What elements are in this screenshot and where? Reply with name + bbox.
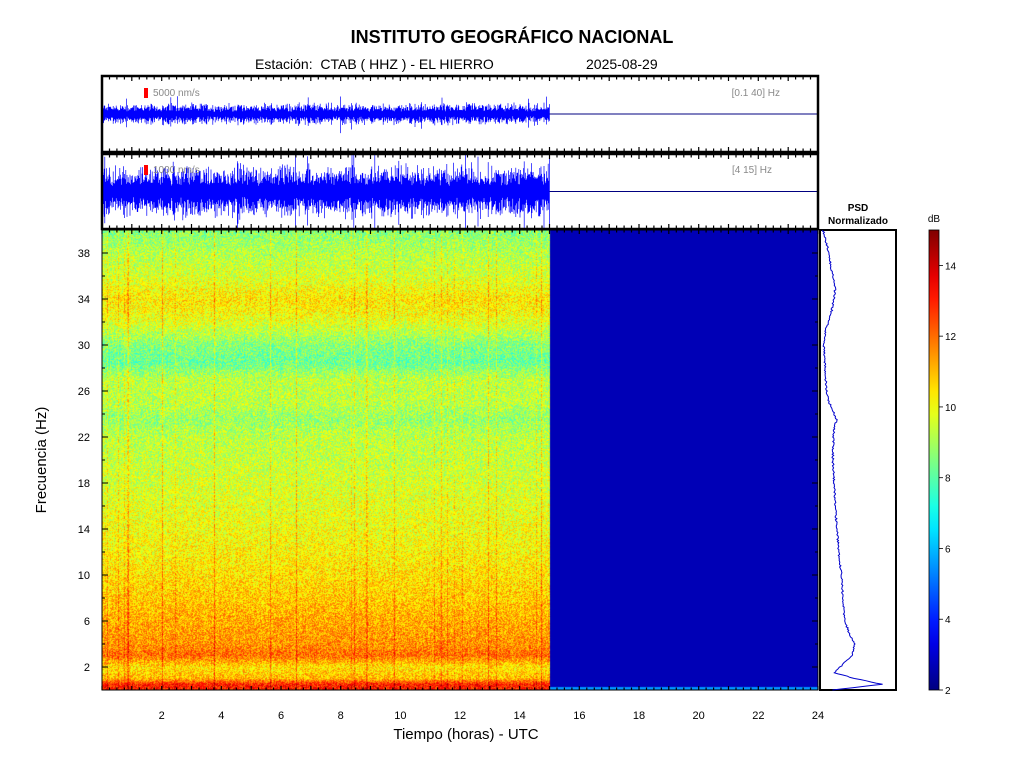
x-tick-label: 24 [812, 710, 824, 722]
scale-bar-broadband [144, 88, 148, 98]
page-title: INSTITUTO GEOGRÁFICO NACIONAL [350, 27, 674, 47]
x-tick-label: 12 [454, 710, 466, 722]
x-tick-label: 14 [514, 710, 526, 722]
y-tick-label: 14 [78, 524, 90, 536]
x-axis-ticks: 2 4 6 8 10 12 14 16 18 20 22 24 [101, 76, 824, 722]
colorbar-tick-label: 8 [945, 474, 951, 485]
x-tick-marks [101, 76, 819, 690]
y-tick-label: 38 [78, 248, 90, 260]
x-tick-label: 20 [693, 710, 705, 722]
y-tick-label: 30 [78, 340, 90, 352]
x-tick-label: 8 [338, 710, 344, 722]
x-tick-label: 10 [394, 710, 406, 722]
station-label: Estación: CTAB ( HHZ ) - EL HIERRO [255, 56, 494, 72]
y-tick-label: 6 [84, 616, 90, 628]
seismogram-panel-broadband: 5000 nm/s [0.1 40] Hz [100, 74, 820, 154]
colorbar-gradient [928, 229, 940, 691]
colorbar-tick-label: 4 [945, 615, 951, 626]
colorbar-tick-label: 6 [945, 544, 951, 555]
seismogram-panel-filtered: 1000 nm/s [4 15] Hz [100, 152, 820, 231]
date-label: 2025-08-29 [586, 56, 658, 72]
y-tick-label: 2 [84, 662, 90, 674]
colorbar-unit: dB [928, 214, 941, 225]
colorbar-tick-label: 12 [945, 332, 957, 343]
colorbar-tick-label: 10 [945, 403, 957, 414]
scale-bar-filtered [144, 165, 148, 175]
y-tick-label: 22 [78, 432, 90, 444]
scale-label-broadband: 5000 nm/s [153, 88, 200, 99]
x-tick-label: 6 [278, 710, 284, 722]
y-axis-label: Frecuencia (Hz) [33, 407, 50, 514]
psd-panel: PSD Normalizado [819, 203, 897, 691]
psd-subtitle: Normalizado [828, 216, 888, 227]
seismogram-trace-broadband [102, 96, 818, 134]
scale-label-filtered: 1000 nm/s [153, 165, 200, 176]
psd-curve [822, 229, 883, 691]
band-label-filtered: [4 15] Hz [732, 165, 772, 176]
x-tick-label: 18 [633, 710, 645, 722]
y-tick-label: 10 [78, 570, 90, 582]
colorbar-tick-label: 2 [945, 686, 951, 697]
y-tick-marks [102, 229, 818, 691]
x-tick-label: 22 [752, 710, 764, 722]
x-tick-label: 2 [159, 710, 165, 722]
band-label-broadband: [0.1 40] Hz [732, 88, 780, 99]
x-tick-label: 4 [218, 710, 224, 722]
colorbar-ticks: 2 4 6 8 10 12 14 [939, 261, 957, 697]
colorbar: dB 2 4 6 8 10 12 14 [928, 214, 957, 697]
colorbar-tick-label: 14 [945, 261, 957, 272]
x-tick-label: 16 [573, 710, 585, 722]
psd-title: PSD [848, 203, 869, 214]
y-tick-label: 18 [78, 478, 90, 490]
y-tick-label: 26 [78, 386, 90, 398]
spectrogram: 2 4 6 8 10 12 14 16 18 20 22 24 261014182226303438 … [33, 76, 824, 743]
x-axis-label: Tiempo (horas) - UTC [393, 726, 538, 743]
y-tick-label: 34 [78, 294, 90, 306]
